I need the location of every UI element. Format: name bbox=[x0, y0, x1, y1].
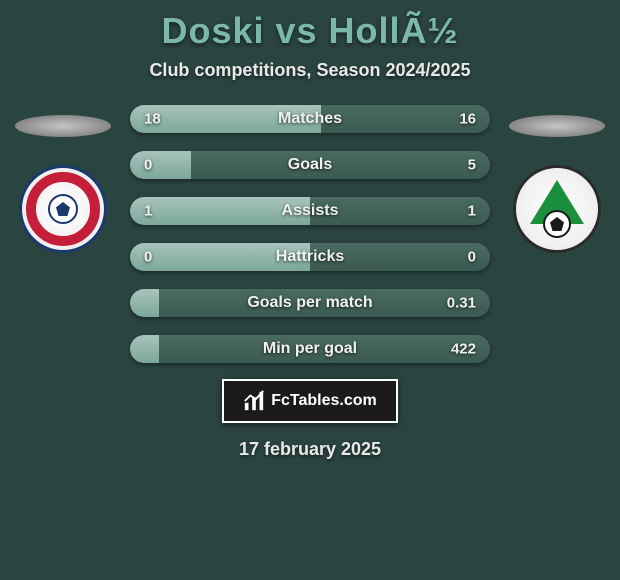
stat-label: Matches bbox=[278, 110, 342, 128]
stat-label: Hattricks bbox=[276, 248, 344, 266]
stat-bar-left bbox=[130, 289, 159, 317]
comparison-card: Doski vs HollÃ½ Club competitions, Seaso… bbox=[0, 0, 620, 580]
stat-value-left: 1 bbox=[144, 203, 152, 220]
stat-label: Goals per match bbox=[247, 294, 372, 312]
club-left bbox=[8, 105, 118, 253]
brand-label: FcTables.com bbox=[271, 392, 377, 410]
stat-value-left: 18 bbox=[144, 111, 161, 128]
club-right bbox=[502, 105, 612, 253]
stat-bar-left bbox=[130, 335, 159, 363]
stat-row-assists: 1 Assists 1 bbox=[130, 197, 490, 225]
stats-column: 18 Matches 16 0 Goals 5 1 Assists 1 0 Ha… bbox=[130, 105, 490, 363]
date-text: 17 february 2025 bbox=[239, 439, 381, 460]
stat-value-left: 0 bbox=[144, 249, 152, 266]
stat-value-left: 0 bbox=[144, 157, 152, 174]
chart-icon bbox=[243, 390, 265, 412]
stat-value-right: 1 bbox=[468, 203, 476, 220]
stat-row-mpg: Min per goal 422 bbox=[130, 335, 490, 363]
soccer-ball-icon bbox=[543, 210, 571, 238]
stat-value-right: 16 bbox=[459, 111, 476, 128]
stat-row-goals: 0 Goals 5 bbox=[130, 151, 490, 179]
stat-value-right: 0.31 bbox=[447, 295, 476, 312]
soccer-ball-icon bbox=[48, 194, 78, 224]
page-title: Doski vs HollÃ½ bbox=[161, 10, 458, 52]
stat-value-right: 422 bbox=[451, 341, 476, 358]
stat-label: Assists bbox=[282, 202, 339, 220]
stat-row-hattricks: 0 Hattricks 0 bbox=[130, 243, 490, 271]
player-shadow-right bbox=[509, 115, 605, 137]
stat-bar-left bbox=[130, 151, 191, 179]
club-crest-jablonec[interactable] bbox=[513, 165, 601, 253]
stat-row-matches: 18 Matches 16 bbox=[130, 105, 490, 133]
brand-link[interactable]: FcTables.com bbox=[222, 379, 398, 423]
club-crest-plzen[interactable] bbox=[19, 165, 107, 253]
stat-row-gpm: Goals per match 0.31 bbox=[130, 289, 490, 317]
subtitle: Club competitions, Season 2024/2025 bbox=[149, 60, 470, 81]
main-area: 18 Matches 16 0 Goals 5 1 Assists 1 0 Ha… bbox=[0, 105, 620, 363]
stat-label: Min per goal bbox=[263, 340, 357, 358]
stat-value-right: 5 bbox=[468, 157, 476, 174]
stat-label: Goals bbox=[288, 156, 332, 174]
stat-value-right: 0 bbox=[468, 249, 476, 266]
player-shadow-left bbox=[15, 115, 111, 137]
